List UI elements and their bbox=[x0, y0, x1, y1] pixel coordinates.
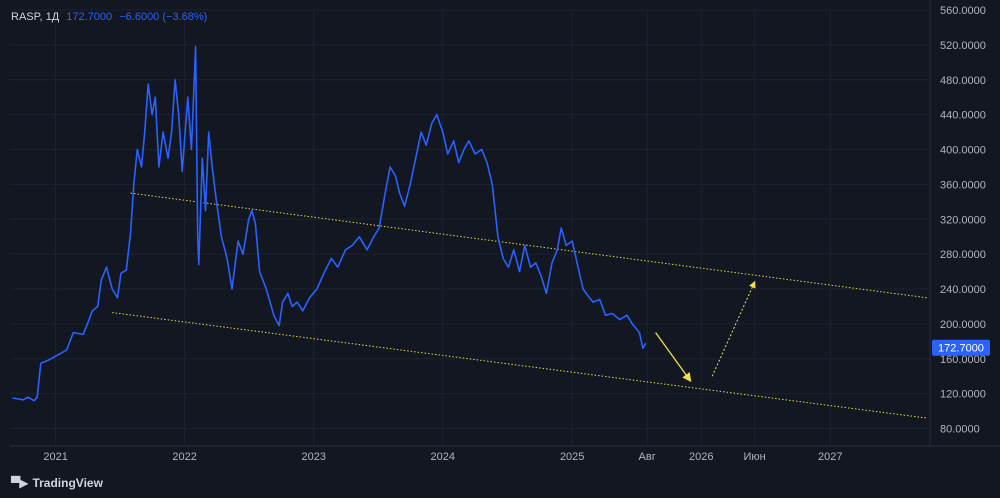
tradingview-logo-icon: ▀▶ bbox=[11, 476, 28, 490]
y-tick-label: 200.0000 bbox=[940, 319, 986, 331]
x-tick-label: 2027 bbox=[818, 451, 842, 463]
x-tick-label: 2025 bbox=[560, 451, 584, 463]
y-tick-label: 280.0000 bbox=[940, 249, 986, 261]
x-tick-label: Июн bbox=[744, 451, 766, 463]
x-tick-label: 2023 bbox=[301, 451, 325, 463]
x-tick-label: 2026 bbox=[689, 451, 713, 463]
y-tick-label: 440.0000 bbox=[940, 110, 986, 122]
symbol-label[interactable]: RASP, 1Д bbox=[11, 11, 60, 23]
projection-down-arrow bbox=[655, 332, 692, 383]
y-tick-label: 240.0000 bbox=[940, 284, 986, 296]
y-tick-label: 320.0000 bbox=[940, 214, 986, 226]
channel-upper-line bbox=[130, 192, 927, 299]
y-tick-label: 360.0000 bbox=[940, 179, 986, 191]
y-tick-label: 400.0000 bbox=[940, 145, 986, 157]
y-tick-label: 160.0000 bbox=[940, 354, 986, 366]
x-tick-label: 2022 bbox=[172, 451, 196, 463]
brand-name: TradingView bbox=[32, 476, 103, 490]
channel-lower-line bbox=[112, 312, 927, 419]
y-tick-label: 560.0000 bbox=[940, 5, 986, 17]
last-value-label: 172.7000 bbox=[938, 343, 984, 355]
x-tick-label: Авг bbox=[639, 451, 656, 463]
y-tick-label: 120.0000 bbox=[940, 389, 986, 401]
last-price: 172.7000 bbox=[66, 11, 113, 23]
y-tick-label: 520.0000 bbox=[940, 40, 986, 52]
y-tick-label: 80.0000 bbox=[940, 424, 980, 436]
projection-up-arrow bbox=[711, 280, 756, 377]
x-tick-label: 2021 bbox=[43, 451, 67, 463]
y-tick-label: 480.0000 bbox=[940, 75, 986, 87]
last-value-badge bbox=[932, 339, 990, 356]
x-tick-label: 2024 bbox=[431, 451, 455, 463]
price-change: −6.6000 (−3.68%) bbox=[119, 11, 208, 23]
tradingview-brand[interactable]: ▀▶ TradingView bbox=[11, 476, 103, 490]
chart-legend: RASP, 1Д 172.7000 −6.6000 (−3.68%) bbox=[11, 11, 207, 23]
price-line bbox=[12, 45, 647, 402]
